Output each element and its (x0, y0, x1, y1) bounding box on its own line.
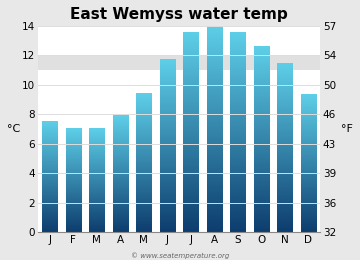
Y-axis label: °F: °F (341, 124, 353, 134)
Text: © www.seatemperature.org: © www.seatemperature.org (131, 252, 229, 259)
Y-axis label: °C: °C (7, 124, 20, 134)
Title: East Wemyss water temp: East Wemyss water temp (70, 7, 288, 22)
Bar (38, 55, 320, 70)
